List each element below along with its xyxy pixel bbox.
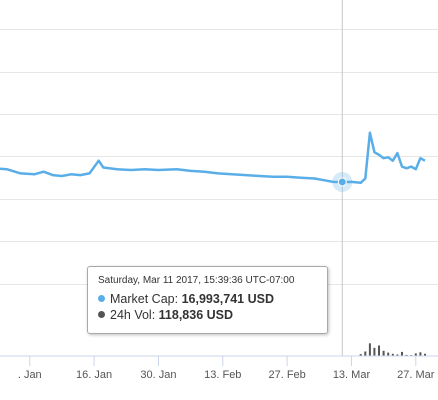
volume-bar	[382, 350, 385, 357]
volume-bar	[378, 345, 380, 356]
volume-bar	[391, 353, 394, 357]
market-cap-legend-dot	[98, 295, 105, 302]
volume-bar	[368, 343, 371, 357]
volume-bar	[364, 351, 367, 356]
tooltip-market-cap-label: Market Cap:	[110, 292, 179, 306]
volume-bar	[419, 352, 422, 357]
volume-bar	[405, 354, 408, 356]
tooltip-market-cap-value: 16,993,741 USD	[181, 292, 275, 306]
tooltip-volume-value: 118,836 USD	[158, 308, 234, 322]
volume-bar	[359, 354, 362, 356]
volume-bar	[373, 347, 376, 357]
volume-bar	[387, 352, 390, 356]
volume-bar	[424, 353, 426, 357]
x-axis-tick-label: 16. Jan	[76, 369, 112, 381]
tooltip-volume-label: 24h Vol:	[110, 308, 156, 322]
volume-bar	[401, 351, 403, 356]
x-axis: . Jan 16. Jan 30. Jan 13. Feb 27. Feb 13. Mar…	[18, 356, 435, 381]
volume-bar	[396, 354, 399, 356]
tooltip-date: Saturday, Mar 11 2017, 15:39:36 UTC-07:0…	[98, 275, 295, 286]
volume-bars	[355, 343, 426, 357]
x-axis-tick-label: . Jan	[18, 369, 42, 381]
x-axis-tick-label: 13. Mar	[333, 369, 371, 381]
tooltip: Saturday, Mar 11 2017, 15:39:36 UTC-07:0…	[87, 266, 328, 334]
tooltip-market-cap-row: Market Cap: 16,993,741 USD	[98, 291, 327, 307]
hover-point[interactable]	[337, 177, 347, 187]
x-axis-tick-label: 13. Feb	[204, 369, 241, 381]
tooltip-volume-row: 24h Vol: 118,836 USD	[98, 307, 327, 323]
volume-bar	[414, 353, 417, 356]
x-axis-tick-label: 30. Jan	[140, 369, 176, 381]
grid-lines	[0, 29, 438, 285]
market-cap-series-line	[0, 131, 426, 185]
x-axis-tick-label: 27. Mar	[397, 369, 435, 381]
volume-legend-dot	[98, 311, 105, 318]
x-axis-tick-label: 27. Feb	[268, 369, 305, 381]
